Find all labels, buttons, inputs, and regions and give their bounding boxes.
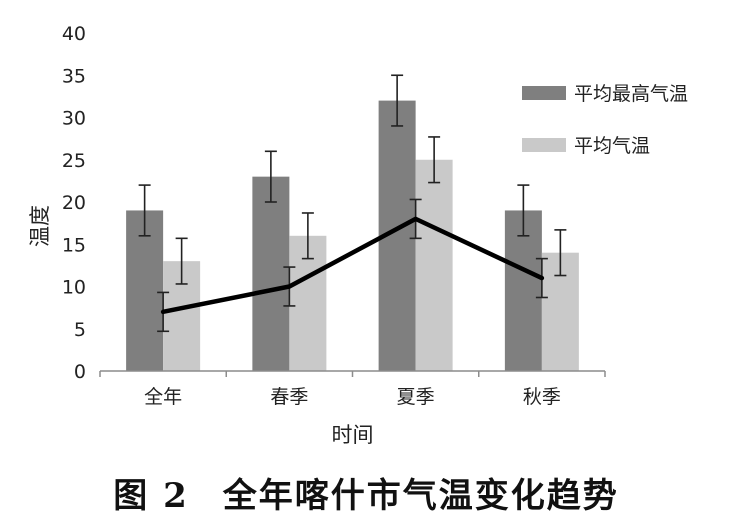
y-tick-label: 5 bbox=[74, 319, 86, 341]
bar-max-temp bbox=[126, 210, 164, 371]
x-tick-label: 全年 bbox=[144, 386, 182, 408]
error-bar-max-temp bbox=[138, 184, 151, 237]
y-tick-label: 35 bbox=[62, 65, 86, 87]
error-bar-max-temp bbox=[264, 150, 277, 203]
trend-line bbox=[160, 216, 545, 315]
bar-max-temp bbox=[252, 176, 290, 371]
y-tick-label: 30 bbox=[62, 108, 86, 130]
figure-number: 图 2 bbox=[113, 476, 189, 516]
legend-swatch bbox=[522, 86, 566, 100]
y-tick-label: 10 bbox=[62, 277, 86, 299]
bars bbox=[126, 100, 579, 371]
legend-label: 平均最高气温 bbox=[574, 83, 688, 105]
x-axis-tick-labels: 全年 春季 夏季 秋季 bbox=[99, 371, 606, 408]
figure-caption: 图 2 全年喀什市气温变化趋势 bbox=[0, 468, 732, 517]
error-bar-max-temp bbox=[517, 184, 530, 237]
error-bar-avg-temp bbox=[554, 229, 567, 277]
trend-line-layer bbox=[160, 216, 545, 315]
y-tick-label: 40 bbox=[62, 23, 86, 45]
error-bar-avg-temp bbox=[428, 136, 441, 184]
y-axis-title: 温度 bbox=[28, 205, 52, 247]
y-axis-ticks: 0 5 10 15 20 25 30 35 40 bbox=[62, 23, 86, 383]
error-bar-avg-temp bbox=[301, 212, 314, 260]
x-tick-label: 夏季 bbox=[397, 386, 435, 408]
error-bars bbox=[138, 74, 567, 333]
legend-label: 平均气温 bbox=[574, 135, 650, 157]
bar-max-temp bbox=[504, 210, 542, 371]
error-bar-avg-temp bbox=[175, 237, 188, 285]
y-tick-label: 0 bbox=[74, 361, 86, 383]
x-tick-label: 春季 bbox=[270, 386, 308, 408]
bar-avg-temp bbox=[415, 159, 453, 371]
legend-item: 平均最高气温 bbox=[522, 83, 688, 105]
y-tick-label: 25 bbox=[62, 150, 86, 172]
x-axis-title: 时间 bbox=[332, 423, 374, 447]
y-tick-label: 15 bbox=[62, 234, 86, 256]
y-tick-label: 20 bbox=[62, 192, 86, 214]
temperature-chart: 0 5 10 15 20 25 30 35 40 全年 春季 夏季 秋季 温度 时间 平均最高气温平均… bbox=[28, 23, 688, 447]
legend-item: 平均气温 bbox=[522, 135, 650, 157]
figure-caption-text: 全年喀什市气温变化趋势 bbox=[222, 476, 619, 516]
legend-swatch bbox=[522, 138, 566, 152]
x-tick-label: 秋季 bbox=[523, 386, 561, 408]
error-bar-max-temp bbox=[391, 74, 404, 127]
